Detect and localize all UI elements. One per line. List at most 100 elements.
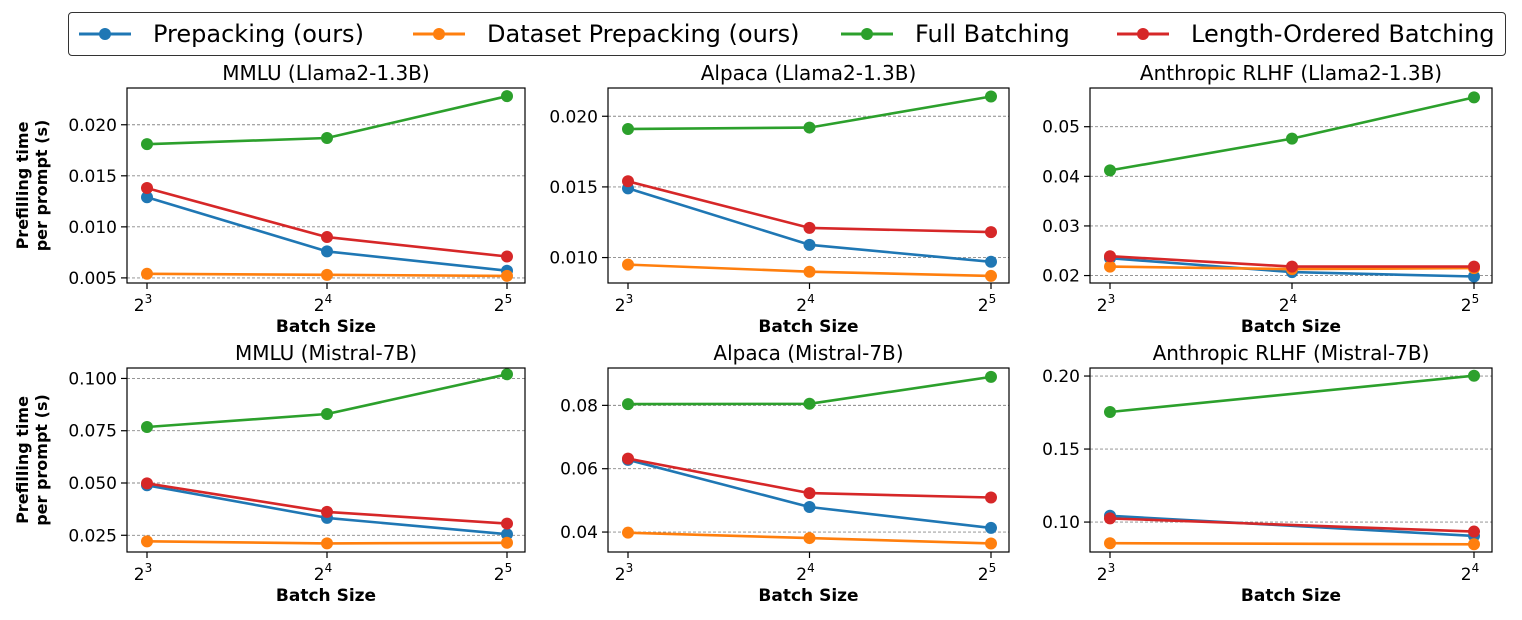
- data-point-dataset-prepacking-ours: [141, 535, 153, 548]
- x-tick-label: 24: [314, 292, 332, 316]
- data-point-dataset-prepacking-ours: [803, 265, 816, 278]
- plot-frame: [126, 367, 526, 553]
- y-axis-label: Prefilling time: [13, 121, 32, 249]
- y-tick-label: 0.05: [1042, 118, 1080, 138]
- y-tick-label: 0.03: [1042, 217, 1080, 237]
- data-point-full-batching: [141, 420, 153, 433]
- data-point-full-batching: [803, 121, 816, 134]
- data-point-dataset-prepacking-ours: [803, 532, 816, 545]
- legend-marker-full-batching: [841, 27, 893, 40]
- data-point-length-ordered-batching: [985, 491, 997, 504]
- plot-frame: [1089, 367, 1493, 553]
- data-point-length-ordered-batching: [1468, 260, 1480, 273]
- plot-frame: [1089, 87, 1493, 284]
- data-point-full-batching: [1104, 405, 1116, 418]
- y-axis-label: Prefilling time: [13, 396, 32, 524]
- data-point-full-batching: [1468, 91, 1480, 104]
- data-point-length-ordered-batching: [141, 477, 153, 490]
- x-tick-label: 24: [314, 561, 332, 585]
- data-point-dataset-prepacking-ours: [622, 258, 634, 271]
- data-point-full-batching: [985, 370, 997, 383]
- data-point-length-ordered-batching: [985, 226, 997, 239]
- data-point-length-ordered-batching: [141, 182, 153, 195]
- plot-frame: [607, 87, 1010, 284]
- y-tick-label: 0.15: [1042, 440, 1080, 460]
- data-point-length-ordered-batching: [1468, 525, 1480, 538]
- y-tick-label: 0.015: [68, 167, 117, 187]
- y-tick-label: 0.025: [68, 526, 117, 546]
- data-point-full-batching: [321, 408, 333, 420]
- panel-3: 0.02 0.03 0.04 0.05 23 24 25 Anthropic RLHF (Ll…: [1042, 61, 1493, 337]
- legend-label-prepacking: Prepacking (ours): [153, 19, 364, 48]
- panel-title: Anthropic RLHF (Mistral-7B): [1153, 341, 1430, 365]
- y-tick-label: 0.020: [549, 107, 598, 127]
- data-point-full-batching: [1104, 164, 1116, 177]
- data-point-full-batching: [1286, 132, 1298, 145]
- x-tick-label: 24: [1279, 292, 1297, 316]
- x-tick-label: 23: [134, 561, 152, 585]
- data-point-dataset-prepacking-ours: [1104, 260, 1116, 273]
- y-tick-label: 0.010: [68, 218, 117, 238]
- x-tick-label: 23: [1097, 292, 1115, 316]
- legend-marker-dataset-prepacking: [413, 27, 465, 40]
- y-tick-label: 0.010: [549, 249, 598, 269]
- data-point-prepacking-ours: [985, 255, 997, 268]
- series-line-dataset-prepacking-ours: [1109, 541, 1475, 546]
- legend-item-prepacking: Prepacking (ours): [77, 13, 364, 54]
- y-tick-label: 0.04: [560, 523, 598, 543]
- x-tick-label: 24: [1461, 561, 1479, 585]
- y-tick-label: 0.100: [68, 369, 117, 389]
- y-tick-label: 0.050: [68, 474, 117, 494]
- data-point-full-batching: [501, 90, 513, 103]
- data-point-dataset-prepacking-ours: [321, 268, 333, 281]
- legend-item-dataset-prepacking: Dataset Prepacking (ours): [411, 13, 800, 54]
- y-tick-label: 0.005: [68, 269, 117, 289]
- data-point-dataset-prepacking-ours: [985, 269, 997, 282]
- data-point-prepacking-ours: [141, 191, 153, 204]
- data-point-length-ordered-batching: [501, 517, 513, 530]
- data-point-prepacking-ours: [985, 521, 997, 534]
- x-tick-label: 24: [796, 561, 814, 585]
- panel-title: Alpaca (Mistral-7B): [713, 341, 903, 365]
- data-point-prepacking-ours: [803, 501, 816, 514]
- panel-6: 0.10 0.15 0.20 23 24 Anthropic RLHF (Mistral-…: [1042, 341, 1493, 606]
- data-point-dataset-prepacking-ours: [321, 537, 333, 550]
- y-tick-label: 0.04: [1042, 167, 1080, 187]
- x-tick-label: 25: [494, 292, 512, 316]
- data-point-length-ordered-batching: [1286, 260, 1298, 273]
- x-axis-label: Batch Size: [276, 317, 376, 337]
- data-point-dataset-prepacking-ours: [985, 537, 997, 550]
- data-point-full-batching: [141, 138, 153, 151]
- data-point-full-batching: [803, 397, 816, 410]
- y-tick-label: 0.06: [560, 460, 598, 480]
- panel-1: 0.005 0.010 0.015 0.020 23 24 25 MMLU (Llama2-1…: [13, 61, 526, 337]
- x-axis-label: Batch Size: [758, 586, 858, 606]
- data-point-dataset-prepacking-ours: [501, 269, 513, 282]
- x-axis-label: Batch Size: [758, 317, 858, 337]
- x-axis-label: Batch Size: [1241, 586, 1341, 606]
- data-point-length-ordered-batching: [321, 231, 333, 244]
- legend-label-dataset-prepacking: Dataset Prepacking (ours): [487, 19, 800, 48]
- series-line-length-ordered-batching: [1109, 517, 1475, 533]
- data-point-full-batching: [1468, 369, 1480, 382]
- x-tick-label: 23: [1097, 561, 1115, 585]
- x-tick-label: 25: [978, 561, 996, 585]
- data-point-prepacking-ours: [321, 245, 333, 258]
- data-point-length-ordered-batching: [803, 221, 816, 234]
- x-tick-label: 23: [615, 292, 633, 316]
- data-point-prepacking-ours: [1468, 270, 1480, 283]
- panel-title: Alpaca (Llama2-1.3B): [701, 61, 917, 85]
- x-tick-label: 23: [615, 561, 633, 585]
- y-tick-label: 0.075: [68, 422, 117, 442]
- x-tick-label: 25: [1461, 292, 1479, 316]
- panel-2: 0.010 0.015 0.020 23 24 25 Alpaca (Llama2-1.3B…: [549, 61, 1010, 337]
- legend-item-length-ordered-batching: Length-Ordered Batching: [1115, 13, 1495, 54]
- panel-title: Anthropic RLHF (Llama2-1.3B): [1140, 61, 1442, 85]
- legend-label-length-ordered-batching: Length-Ordered Batching: [1191, 19, 1495, 48]
- data-point-full-batching: [622, 398, 634, 411]
- data-point-prepacking-ours: [501, 528, 513, 541]
- data-point-prepacking-ours: [803, 238, 816, 251]
- plot-frame: [607, 367, 1010, 553]
- x-tick-label: 23: [134, 292, 152, 316]
